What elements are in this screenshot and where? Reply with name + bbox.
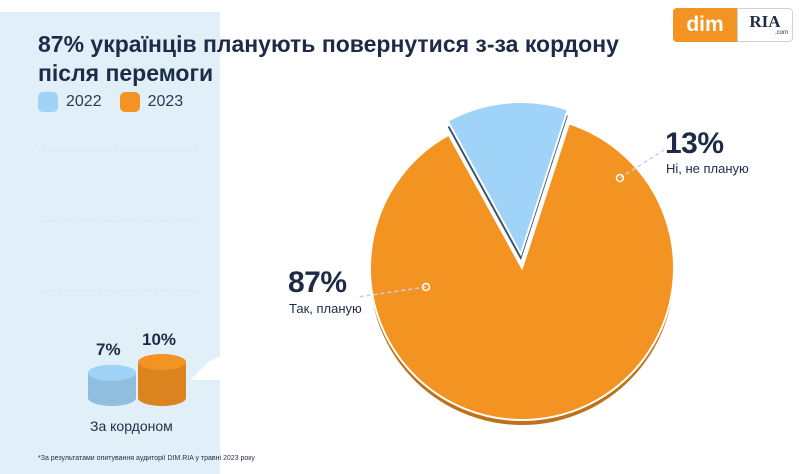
logo-ria-text: RIA [749,12,781,31]
logo-ria: RIA .com [737,8,793,42]
legend-label-2022: 2022 [66,93,102,110]
cylinder-top-2023 [138,354,186,370]
leader-line-no [619,149,665,179]
legend-item-2022: 2022 [38,92,102,112]
gridline [38,290,198,291]
bar-value-label-2023: 10% [142,330,177,349]
cylinder-body-2023 [138,362,186,406]
page-title: 87% українців планують повернутися з-за … [38,31,619,86]
gridline [38,220,198,221]
legend-swatch-2022 [38,92,58,112]
legend-label-2023: 2023 [147,93,184,110]
cylinder-2022 [88,364,136,406]
dim-ria-logo: dim RIA .com [673,8,793,42]
footnote: *За результатами опитування аудиторії DI… [38,455,255,462]
leader-dot-yes [421,282,431,292]
legend: 2022 2023 [38,92,183,112]
slice-value-label-yes: 87% [288,266,347,299]
pie-slice-yes [369,122,675,421]
logo-dim: dim [673,8,737,42]
cylinder-top-2022 [88,364,136,381]
bar-chart-caption: За кордоном [90,418,173,434]
leader-group [357,149,665,298]
legend-item-2023: 2023 [119,92,184,112]
slice-label-yes: Так, планую [289,301,362,316]
gridline [38,150,198,151]
cylinder-2023 [138,354,186,406]
logo-ria-suffix: .com [774,30,788,36]
bar-value-label-2022: 7% [96,340,121,359]
leader-line-yes [357,286,427,298]
connector-wedge [190,342,248,380]
slice-label-no: Ні, не планую [666,161,749,176]
slice-value-label-no: 13% [665,127,724,160]
pie-slice-no [446,101,570,257]
legend-swatch-2023 [119,92,140,112]
leader-dot-no [615,173,625,183]
cylinder-body-2022 [88,372,136,406]
cylinder-group [88,354,186,406]
pie-group [369,101,675,426]
